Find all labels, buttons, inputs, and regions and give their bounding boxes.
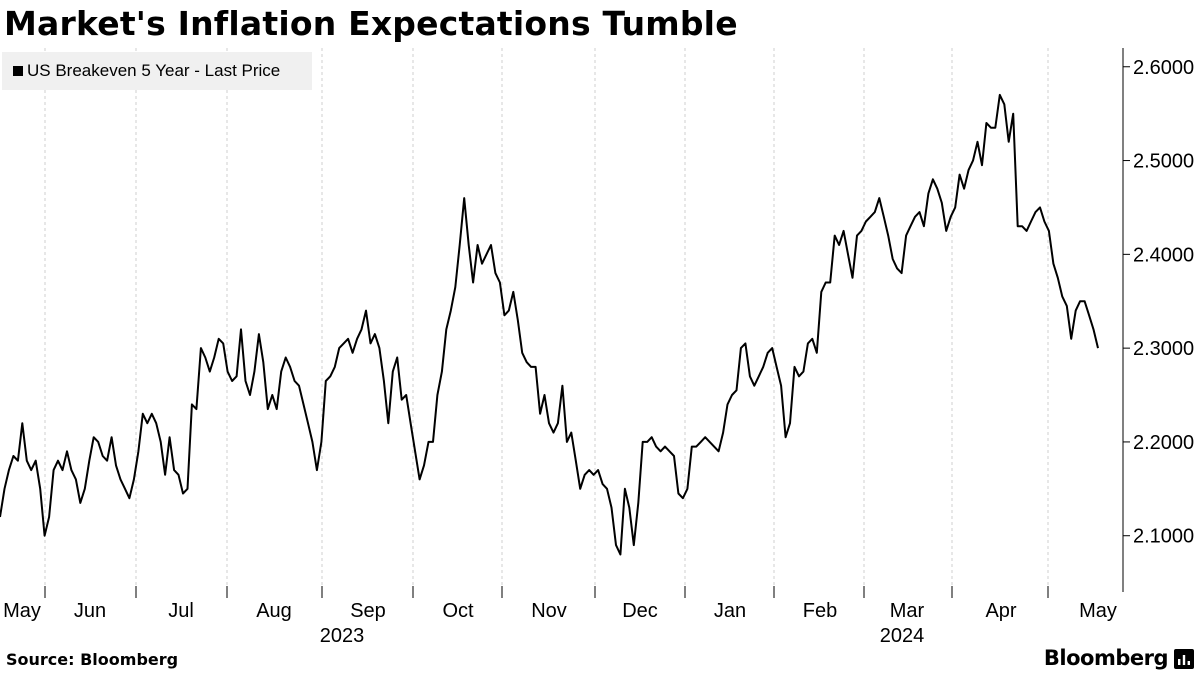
y-tick-label-3: 2.4000 (1133, 244, 1194, 266)
x-tick-label-6: Nov (531, 600, 567, 622)
legend: US Breakeven 5 Year - Last Price (2, 52, 312, 90)
y-tick-label-1: 2.2000 (1133, 432, 1194, 454)
x-tick-label-3: Aug (256, 600, 292, 622)
legend-label: US Breakeven 5 Year - Last Price (27, 61, 281, 80)
x-year-label-1: 2024 (880, 625, 925, 647)
x-tick-label-5: Oct (442, 600, 474, 622)
x-tick-label-12: May (1079, 600, 1117, 622)
x-tick-label-7: Dec (622, 600, 658, 622)
y-tick-label-4: 2.5000 (1133, 151, 1194, 173)
chart-title: Market's Inflation Expectations Tumble (4, 4, 738, 43)
y-tick-label-2: 2.3000 (1133, 338, 1194, 360)
x-tick-label-9: Feb (803, 600, 837, 622)
axes: 2.1000 2.2000 2.3000 2.4000 2.5000 2.6000 May J… (3, 48, 1194, 647)
legend-swatch (13, 66, 23, 76)
x-year-label-0: 2023 (320, 625, 365, 647)
x-tick-label-2: Jul (168, 600, 194, 622)
x-tick-label-4: Sep (350, 600, 386, 622)
bloomberg-chart-icon (1174, 649, 1194, 669)
bloomberg-logo: Bloomberg (1043, 646, 1169, 670)
x-tick-label-8: Jan (714, 600, 746, 622)
x-tick-label-11: Apr (985, 600, 1016, 622)
x-tick-label-0: May (3, 600, 41, 622)
source-note: Source: Bloomberg (6, 650, 179, 669)
y-tick-label-5: 2.6000 (1133, 57, 1194, 79)
series-layer (0, 93, 1099, 556)
x-tick-label-10: Mar (890, 600, 925, 622)
x-tick-label-1: Jun (74, 600, 106, 622)
series-line-0 (0, 93, 1099, 556)
y-tick-label-0: 2.1000 (1133, 526, 1194, 548)
gridlines (44, 48, 1049, 592)
